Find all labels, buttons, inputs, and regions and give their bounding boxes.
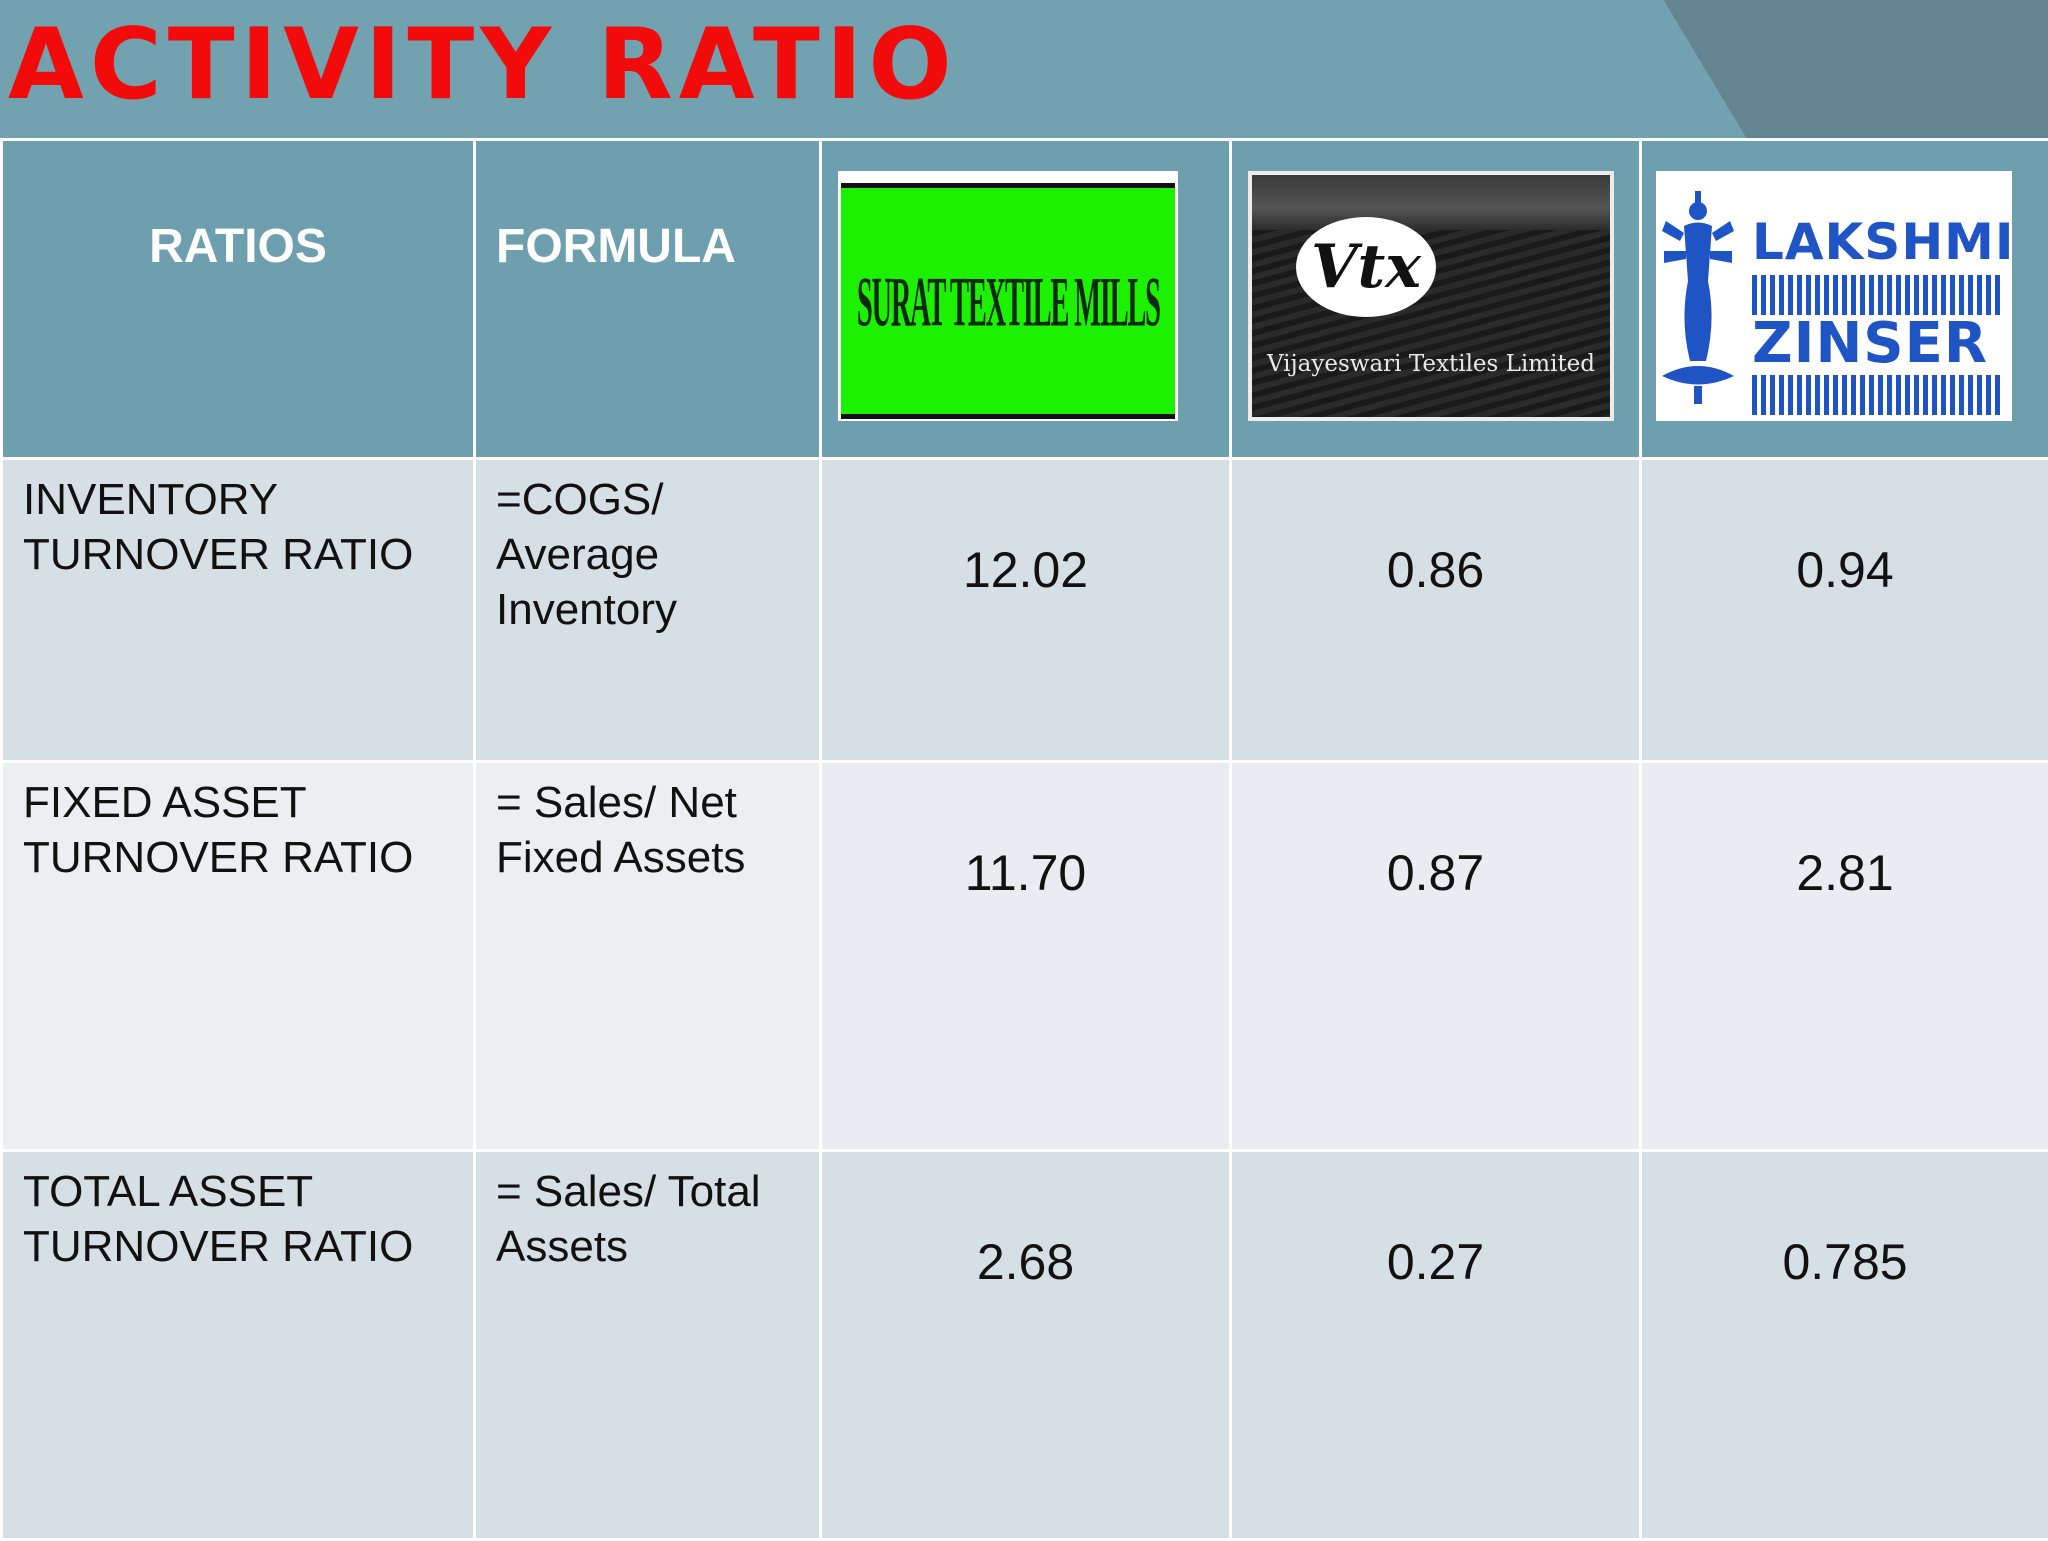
logo-stripes-bottom [1752,375,2004,415]
header-ratios-cell: RATIOS [2,140,475,459]
ratio-formula: =COGS/ Average Inventory [476,460,819,637]
lakshmi-goddess-icon [1656,171,1746,421]
vtx-company-name: Vijayeswari Textiles Limited [1252,351,1610,377]
lakshmi-goddess-logo: LAKSHMI ZINSER [1656,171,2012,421]
value-surat: 12.02 [822,460,1229,600]
table-row: TOTAL ASSET TURNOVER RATIO = Sales/ Tota… [2,1151,2048,1540]
table-header-row: RATIOS FORMULA SURAT TEXTILE MILLS Vtx V… [2,140,2048,459]
header-company-1: SURAT TEXTILE MILLS [821,140,1231,459]
value-vtx: 0.87 [1232,763,1639,903]
logo-stripes-top [1752,275,2004,315]
title-band: ACTIVITY RATIO [0,0,2048,140]
value-surat: 11.70 [822,763,1229,903]
ratio-table: RATIOS FORMULA SURAT TEXTILE MILLS Vtx V… [0,138,2048,1541]
zinser-word: ZINSER [1752,311,1988,376]
value-surat: 2.68 [822,1152,1229,1292]
value-vtx: 0.86 [1232,460,1639,600]
header-ratios-label: RATIOS [3,141,473,275]
vtx-logo-mark: Vtx [1296,217,1436,317]
ratio-name: INVENTORY TURNOVER RATIO [3,460,473,582]
lakshmi-word: LAKSHMI [1752,213,2015,271]
header-company-2: Vtx Vijayeswari Textiles Limited [1231,140,1641,459]
table-row: FIXED ASSET TURNOVER RATIO = Sales/ Net … [2,762,2048,1151]
surat-logo-text: SURAT TEXTILE MILLS [857,260,1160,342]
decorative-wedge [1630,0,2048,140]
header-formula-label: FORMULA [476,141,819,275]
value-lakshmi: 2.81 [1642,763,2048,903]
slide-title: ACTIVITY RATIO [8,10,958,120]
table-row: INVENTORY TURNOVER RATIO =COGS/ Average … [2,459,2048,762]
value-lakshmi: 0.94 [1642,460,2048,600]
value-vtx: 0.27 [1232,1152,1639,1292]
ratio-formula: = Sales/ Net Fixed Assets [476,763,819,885]
value-lakshmi: 0.785 [1642,1152,2048,1292]
ratio-name: TOTAL ASSET TURNOVER RATIO [3,1152,473,1274]
ratio-formula: = Sales/ Total Assets [476,1152,819,1274]
header-formula-cell: FORMULA [475,140,821,459]
vtx-cotton-logo: Vtx Vijayeswari Textiles Limited [1248,171,1614,421]
header-company-3: LAKSHMI ZINSER [1641,140,2048,459]
ratio-name: FIXED ASSET TURNOVER RATIO [3,763,473,885]
surat-textile-mills-logo: SURAT TEXTILE MILLS [838,171,1178,421]
